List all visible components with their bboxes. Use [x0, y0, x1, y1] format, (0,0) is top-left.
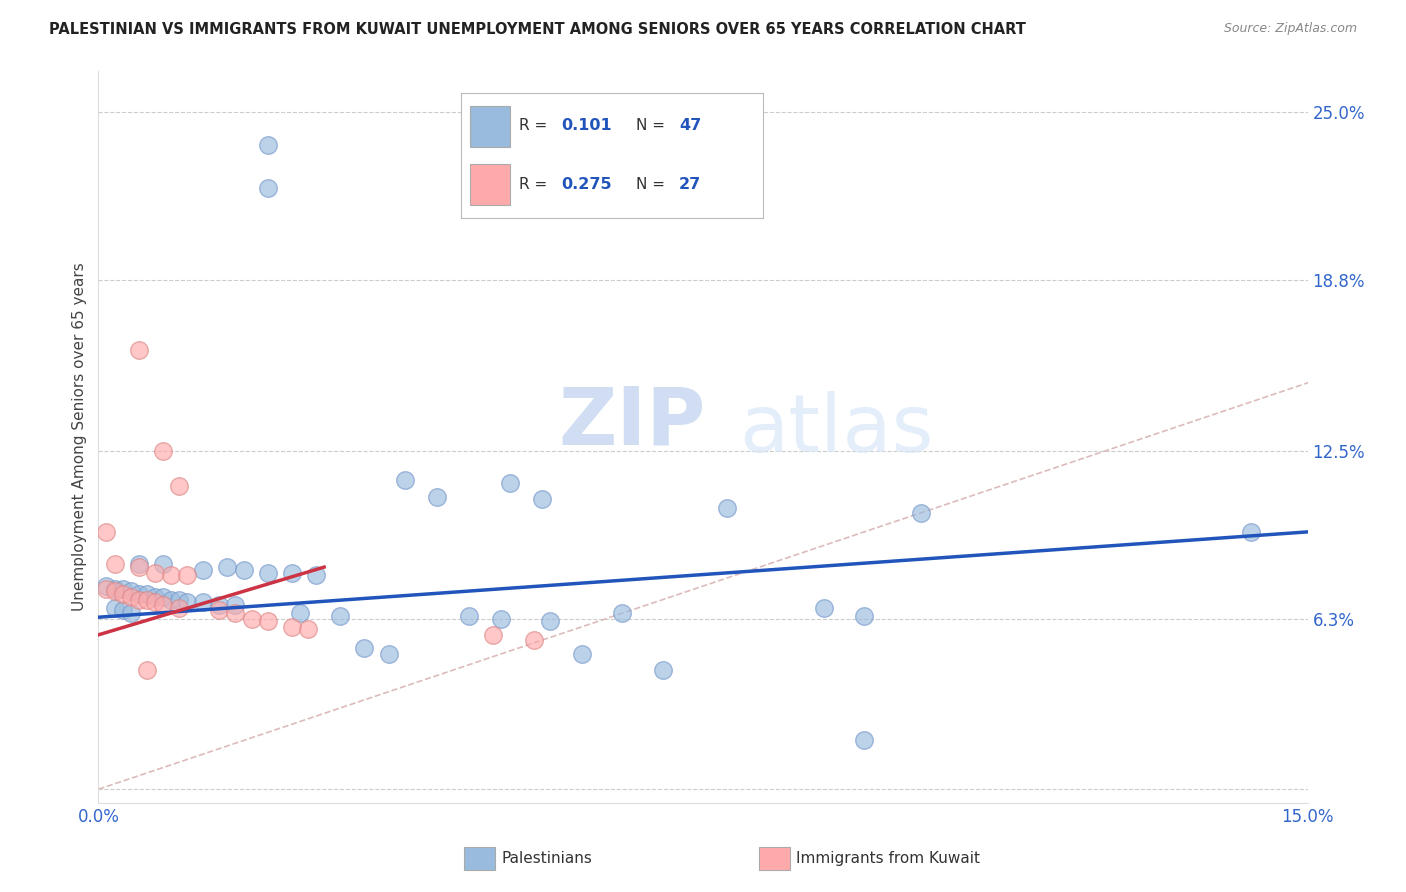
Point [281, 620, 304, 634]
Y-axis label: Unemployment Among Seniors over 65 years: Unemployment Among Seniors over 65 years [72, 263, 87, 611]
Point [612, 606, 634, 620]
Point [96, 582, 118, 596]
Text: Source: ZipAtlas.com: Source: ZipAtlas.com [1223, 22, 1357, 36]
Point [394, 474, 416, 488]
Point [232, 563, 254, 577]
Point [111, 603, 134, 617]
Point [135, 592, 157, 607]
Point [256, 137, 278, 152]
Text: atlas: atlas [740, 391, 934, 469]
Point [167, 592, 190, 607]
Point [353, 641, 375, 656]
Point [281, 566, 304, 580]
Point [128, 592, 150, 607]
Point [176, 595, 198, 609]
Point [111, 582, 134, 596]
Point [256, 181, 278, 195]
Point [910, 506, 932, 520]
Point [458, 608, 481, 623]
Point [103, 582, 125, 596]
Point [491, 611, 513, 625]
Point [305, 568, 328, 582]
Point [256, 566, 278, 580]
Point [530, 492, 553, 507]
Point [120, 606, 142, 620]
Point [224, 598, 246, 612]
Point [297, 623, 319, 637]
Point [152, 590, 174, 604]
Point [103, 584, 125, 599]
Point [167, 479, 190, 493]
Point [120, 590, 142, 604]
Text: Palestinians: Palestinians [502, 851, 593, 865]
Point [256, 615, 278, 629]
Point [96, 579, 118, 593]
Point [288, 606, 311, 620]
Point [208, 603, 231, 617]
Point [143, 566, 166, 580]
Point [217, 560, 239, 574]
Point [152, 558, 174, 572]
Point [853, 608, 876, 623]
Point [208, 598, 231, 612]
Point [96, 524, 118, 539]
Text: PALESTINIAN VS IMMIGRANTS FROM KUWAIT UNEMPLOYMENT AMONG SENIORS OVER 65 YEARS C: PALESTINIAN VS IMMIGRANTS FROM KUWAIT UN… [49, 22, 1026, 37]
Point [571, 647, 593, 661]
Point [120, 584, 142, 599]
Point [482, 628, 505, 642]
Point [813, 600, 835, 615]
Point [329, 608, 352, 623]
Point [651, 663, 673, 677]
Point [160, 592, 183, 607]
Point [143, 590, 166, 604]
Point [135, 587, 157, 601]
Point [240, 611, 263, 625]
Point [377, 647, 399, 661]
Point [167, 600, 190, 615]
Point [111, 587, 134, 601]
Point [128, 558, 150, 572]
Point [716, 500, 738, 515]
Point [193, 563, 215, 577]
Point [426, 490, 449, 504]
Text: ZIP: ZIP [558, 384, 706, 461]
Point [538, 615, 561, 629]
Point [853, 733, 876, 747]
Point [128, 587, 150, 601]
Point [523, 633, 546, 648]
Point [135, 663, 157, 677]
Point [143, 595, 166, 609]
Point [1240, 524, 1263, 539]
Point [176, 568, 198, 582]
Point [103, 600, 125, 615]
Point [128, 560, 150, 574]
Point [103, 558, 125, 572]
Point [152, 443, 174, 458]
Point [160, 568, 183, 582]
Text: Immigrants from Kuwait: Immigrants from Kuwait [796, 851, 980, 865]
Point [193, 595, 215, 609]
Point [498, 476, 520, 491]
Point [224, 606, 246, 620]
Point [152, 598, 174, 612]
Point [128, 343, 150, 358]
